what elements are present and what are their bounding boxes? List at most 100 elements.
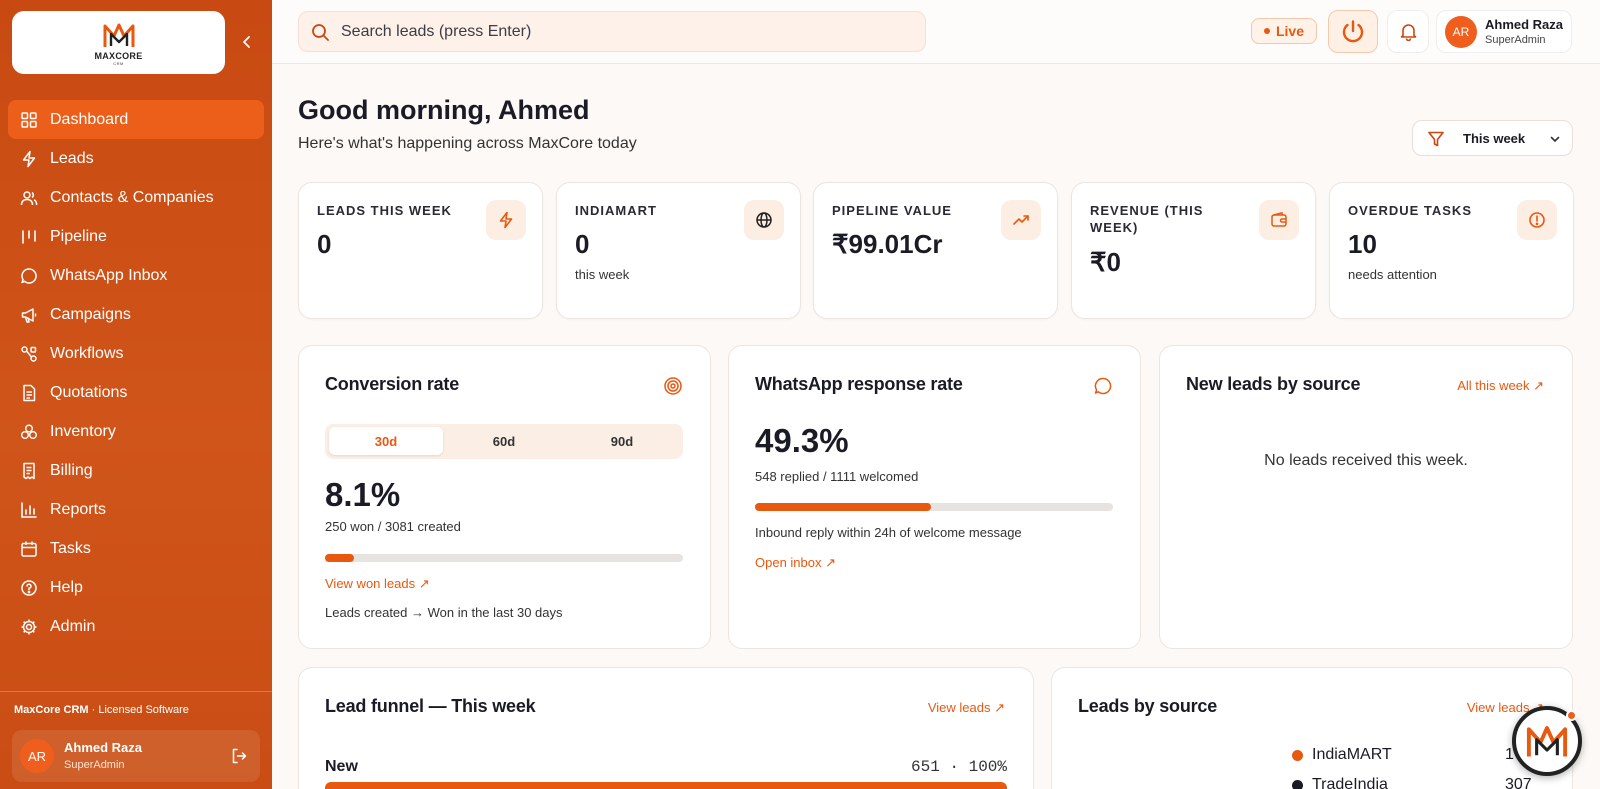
panel-title: New leads by source [1186,374,1361,394]
sidebar-item-campaigns[interactable]: Campaigns [8,295,264,334]
sidebar-item-leads[interactable]: Leads [8,139,264,178]
all-this-week-link[interactable]: All this week ↗ [1457,378,1544,393]
kpi-card-indiamart[interactable]: INDIAMART 0 this week [556,182,801,319]
sidebar-item-label: Contacts & Companies [50,188,214,206]
notifications-button[interactable] [1387,10,1429,53]
power-icon [1342,19,1364,42]
maxcore-logo-icon [103,23,134,47]
sidebar-item-billing[interactable]: Billing [8,451,264,490]
empty-state-message: No leads received this week. [1264,452,1468,469]
source-dot-icon [1292,749,1303,761]
target-icon [664,377,682,395]
lightning-icon [486,200,526,240]
sidebar-item-label: Tasks [50,539,91,557]
panel-title: WhatsApp response rate [755,374,963,394]
source-legend-item[interactable]: IndiaMART [1292,746,1392,764]
tab-90d[interactable]: 90d [610,433,634,449]
sidebar-nav: Dashboard Leads Contacts & Companies Pip… [8,100,264,646]
source-label: TradeIndia [1312,776,1388,789]
sidebar-item-pipeline[interactable]: Pipeline [8,217,264,256]
maxcore-logo-icon [1526,726,1568,757]
sidebar-item-tasks[interactable]: Tasks [8,529,264,568]
user-role: SuperAdmin [64,759,125,771]
source-label: IndiaMART [1312,746,1392,763]
kpi-card-leads-this-week[interactable]: LEADS THIS WEEK 0 [298,182,543,319]
user-role: SuperAdmin [1485,34,1546,46]
search-input[interactable] [341,12,911,51]
kpi-card-overdue-tasks[interactable]: OVERDUE TASKS 10 needs attention [1329,182,1574,319]
view-won-leads-link[interactable]: View won leads ↗ [325,576,430,591]
kpi-value: 0 [317,229,332,259]
sidebar-item-help[interactable]: Help [8,568,264,607]
gear-icon [21,619,37,634]
search-icon [312,24,329,41]
help-circle-icon [21,579,37,596]
sidebar-item-label: Inventory [50,422,116,440]
wallet-icon [1259,200,1299,240]
source-value: 1 [1505,746,1514,763]
kpi-label: LEADS THIS WEEK [317,203,452,218]
users-icon [20,190,38,205]
conversion-rate-panel: Conversion rate 30d 60d 90d 8.1% 250 won… [298,345,711,649]
page-title: Good morning, Ahmed [298,95,590,125]
power-button[interactable] [1328,10,1378,53]
chat-bubble-icon [1094,377,1112,395]
brand-sub: CRM [113,60,124,66]
sidebar-item-quotations[interactable]: Quotations [8,373,264,412]
brand-name: MAXCORE [94,50,143,61]
kpi-label: REVENUE (THIS WEEK) [1090,203,1204,235]
receipt-icon [23,462,35,479]
panel-title: Conversion rate [325,374,460,394]
kpi-card-revenue[interactable]: REVENUE (THIS WEEK) ₹0 [1071,182,1316,319]
source-legend-item[interactable]: TradeIndia [1292,776,1388,789]
chevron-left-icon[interactable] [238,33,256,51]
logout-icon[interactable] [230,747,248,765]
globe-icon [744,200,784,240]
period-toggle: 30d 60d 90d [325,424,683,459]
kpi-sub: this week [575,267,630,282]
sidebar-item-dashboard[interactable]: Dashboard [8,100,264,139]
tab-60d[interactable]: 60d [492,433,516,449]
pipeline-icon [22,229,36,244]
tab-30d[interactable]: 30d [329,427,443,455]
sidebar-item-label: Pipeline [50,227,107,245]
user-menu[interactable]: AR Ahmed Raza SuperAdmin [1436,10,1572,53]
lead-funnel-panel: Lead funnel — This week View leads ↗ New… [298,667,1034,789]
funnel-stage-bar[interactable] [325,782,1007,789]
sidebar-user-card: AR Ahmed Raza SuperAdmin [12,730,260,782]
notification-dot-icon [1566,710,1577,721]
sidebar-item-label: Dashboard [50,110,129,128]
sidebar-item-admin[interactable]: Admin [8,607,264,646]
funnel-stage-label: New [325,758,358,775]
sidebar-item-label: Billing [50,461,93,479]
sidebar-item-contacts[interactable]: Contacts & Companies [8,178,264,217]
kpi-card-pipeline-value[interactable]: PIPELINE VALUE ₹99.01Cr [813,182,1058,319]
sidebar-item-inventory[interactable]: Inventory [8,412,264,451]
conversion-note: Leads created → Won in the last 30 days [325,605,563,620]
date-range-select[interactable]: This week [1412,120,1573,156]
live-status-badge: Live [1251,18,1317,44]
open-inbox-link[interactable]: Open inbox ↗ [755,555,836,570]
sidebar-item-label: Quotations [50,383,128,401]
sidebar-item-whatsapp-inbox[interactable]: WhatsApp Inbox [8,256,264,295]
sidebar-item-workflows[interactable]: Workflows [8,334,264,373]
new-leads-by-source-panel: New leads by source All this week ↗ No l… [1159,345,1573,649]
avatar[interactable]: AR [20,739,54,773]
view-leads-link[interactable]: View leads ↗ [927,700,1005,715]
brand-logo[interactable]: MAXCORE CRM [12,11,225,74]
whatsapp-progress [755,503,1113,511]
calendar-icon [21,541,37,557]
whatsapp-note: Inbound reply within 24h of welcome mess… [755,525,1022,540]
leads-by-source-panel: Leads by source View leads ↗ IndiaMART 1… [1051,667,1573,789]
conversion-value: 8.1% [325,476,401,513]
sidebar-item-label: Campaigns [50,305,131,323]
conversion-detail: 250 won / 3081 created [325,519,461,534]
sidebar-item-reports[interactable]: Reports [8,490,264,529]
search-box [298,11,926,52]
whatsapp-rate-value: 49.3% [755,422,849,459]
sidebar-item-label: Reports [50,500,107,518]
view-leads-link[interactable]: View leads ↗ [1466,700,1544,715]
footer-separator: · [91,704,96,716]
kpi-label: INDIAMART [575,203,657,218]
footer-brand: MaxCore CRM [14,704,89,716]
